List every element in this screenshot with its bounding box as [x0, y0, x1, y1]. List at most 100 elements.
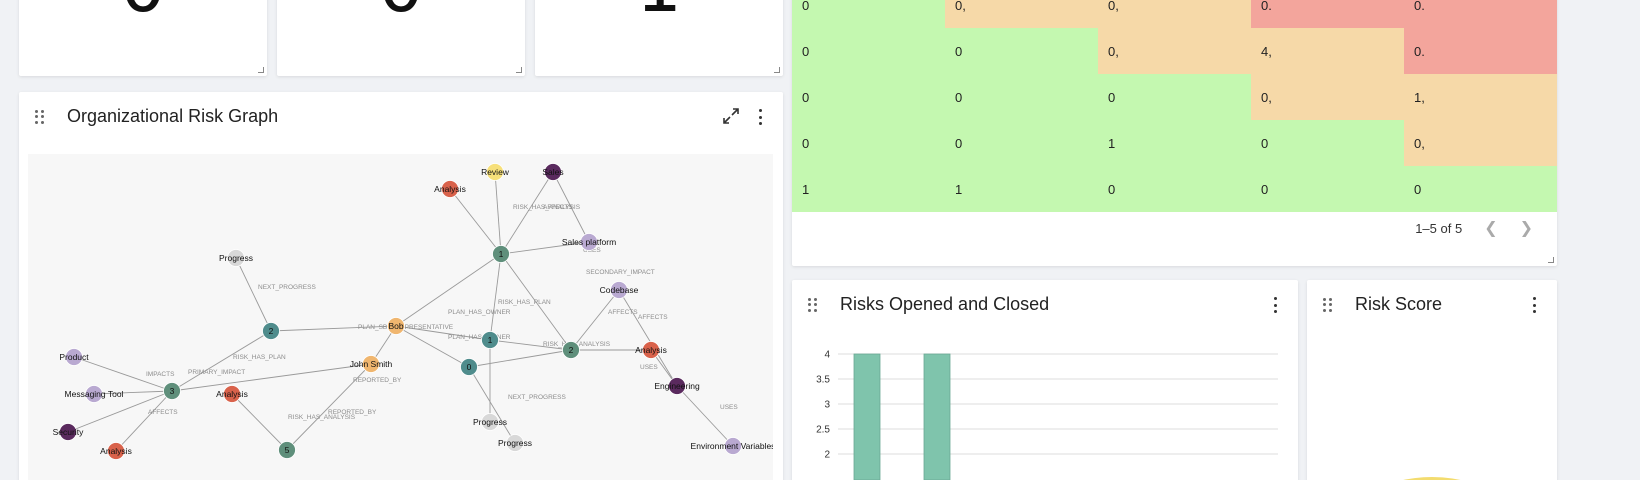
- graph-node[interactable]: 2: [562, 341, 580, 359]
- drag-handle-icon[interactable]: [808, 298, 818, 312]
- graph-edge[interactable]: [395, 325, 470, 368]
- edge-label: PRIMARY_IMPACT: [188, 369, 245, 376]
- graph-edge[interactable]: [489, 339, 572, 351]
- drag-handle-icon[interactable]: [1323, 298, 1333, 312]
- graph-node[interactable]: Progress: [219, 249, 253, 267]
- risk-score-gauge: [1403, 477, 1461, 480]
- graph-edge[interactable]: [494, 171, 502, 255]
- risk-score-card: Risk Score: [1307, 280, 1557, 480]
- graph-node[interactable]: Analysis: [100, 442, 132, 460]
- graph-edge[interactable]: [115, 390, 173, 452]
- bar[interactable]: [853, 353, 881, 480]
- expand-icon[interactable]: [721, 106, 741, 126]
- risks-chart-card: Risks Opened and Closed 4 3.5 3 2.5 2: [792, 280, 1298, 480]
- graph-edge[interactable]: [93, 390, 173, 395]
- resize-handle[interactable]: [258, 67, 264, 73]
- graph-edge[interactable]: [235, 257, 272, 332]
- stat-card-3: 1: [535, 0, 783, 76]
- more-options-icon[interactable]: [1274, 297, 1278, 313]
- more-options-icon[interactable]: [1533, 297, 1537, 313]
- resize-handle[interactable]: [774, 67, 780, 73]
- graph-edge[interactable]: [231, 393, 288, 451]
- graph-node[interactable]: Environment Variables: [691, 437, 773, 455]
- table-cell: 0: [945, 74, 1098, 120]
- risks-bar-chart: 4 3.5 3 2.5 2: [816, 350, 1278, 480]
- resize-handle[interactable]: [1548, 257, 1554, 263]
- graph-node[interactable]: Review: [481, 163, 510, 181]
- table-cell: 0.: [1404, 0, 1557, 28]
- graph-edge[interactable]: [73, 356, 173, 392]
- graph-edge[interactable]: [171, 363, 372, 392]
- table-row: 0 0, 0, 0. 0.: [792, 0, 1557, 28]
- graph-node[interactable]: Analysis: [434, 180, 466, 198]
- graph-node[interactable]: 2: [262, 322, 280, 340]
- graph-edge[interactable]: [500, 253, 572, 351]
- graph-node[interactable]: Product: [59, 348, 89, 366]
- graph-node[interactable]: John Smith: [350, 355, 393, 373]
- graph-node[interactable]: Security: [53, 423, 84, 441]
- graph-edge[interactable]: [286, 363, 372, 451]
- table-cell: 0,: [1098, 28, 1251, 74]
- edge-label: AFFECTS: [638, 314, 668, 321]
- graph-edge[interactable]: [570, 289, 620, 351]
- graph-edge[interactable]: [270, 325, 397, 332]
- edge-label: NEXT_PROGRESS: [508, 394, 566, 401]
- graph-edge[interactable]: [468, 366, 516, 444]
- graph-node[interactable]: Progress: [498, 434, 532, 452]
- graph-edge[interactable]: [395, 253, 502, 327]
- card-header: Risk Score: [1307, 280, 1557, 332]
- table-cell: 1: [1098, 120, 1251, 166]
- graph-edge[interactable]: [468, 349, 572, 368]
- more-options-icon[interactable]: [759, 109, 763, 125]
- table-cell: 0,: [1098, 0, 1251, 28]
- graph-node[interactable]: Codebase: [600, 281, 639, 299]
- graph-edge[interactable]: [449, 188, 502, 255]
- risk-graph-canvas[interactable]: RISK_HAS_ANALYSISAFFECTSUSESAFFECTSSECON…: [28, 154, 773, 480]
- node-label: Review: [481, 167, 510, 177]
- table-cell: 0: [1404, 166, 1557, 212]
- graph-edge[interactable]: [489, 253, 502, 341]
- node-label: Engineering: [654, 381, 700, 391]
- graph-node[interactable]: Sales platform: [562, 233, 616, 251]
- graph-edge[interactable]: [618, 289, 678, 387]
- edge-label: NEXT_PROGRESS: [258, 284, 316, 291]
- graph-node[interactable]: 0: [460, 358, 478, 376]
- edge-label: PLAN_HAS_OWNER: [448, 334, 511, 341]
- graph-node[interactable]: 5: [278, 441, 296, 459]
- graph-node[interactable]: 1: [492, 245, 510, 263]
- table-cell: 0.: [1404, 28, 1557, 74]
- graph-edge[interactable]: [552, 171, 590, 243]
- bar[interactable]: [923, 353, 951, 480]
- node-label: 1: [488, 335, 493, 345]
- resize-handle[interactable]: [516, 67, 522, 73]
- node-label: Product: [59, 352, 89, 362]
- graph-node[interactable]: Messaging Tool: [65, 385, 124, 403]
- graph-edge[interactable]: [500, 171, 554, 255]
- graph-node[interactable]: 1: [481, 331, 499, 349]
- y-tick-label: 3: [824, 400, 830, 411]
- drag-handle-icon[interactable]: [35, 110, 45, 124]
- pagination-range: 1–5 of 5: [1415, 220, 1463, 236]
- graph-node[interactable]: Sales: [542, 163, 564, 181]
- graph-node[interactable]: 3: [163, 382, 181, 400]
- next-page-icon[interactable]: ❯: [1519, 220, 1533, 237]
- node-label: Progress: [473, 417, 507, 427]
- table-cell: 1: [945, 166, 1098, 212]
- graph-edge[interactable]: [676, 385, 734, 447]
- graph-node[interactable]: Progress: [473, 413, 507, 431]
- graph-edge[interactable]: [171, 330, 272, 392]
- graph-node[interactable]: Bob: [387, 317, 405, 335]
- table-cell: 0,: [945, 0, 1098, 28]
- edge-label: RISK_HAS_PLAN: [233, 354, 286, 361]
- graph-edge[interactable]: [500, 241, 590, 255]
- edge-label: SECONDARY_IMPACT: [586, 269, 655, 276]
- graph-node[interactable]: Analysis: [216, 385, 248, 403]
- graph-node[interactable]: Engineering: [654, 377, 700, 395]
- graph-edge[interactable]: [67, 390, 173, 433]
- prev-page-icon[interactable]: ❮: [1484, 220, 1498, 237]
- graph-node[interactable]: Analysis: [635, 341, 667, 359]
- node-label: Messaging Tool: [65, 389, 124, 399]
- graph-edge[interactable]: [395, 325, 491, 341]
- node-label: 1: [499, 249, 504, 259]
- node-label: Codebase: [600, 285, 639, 295]
